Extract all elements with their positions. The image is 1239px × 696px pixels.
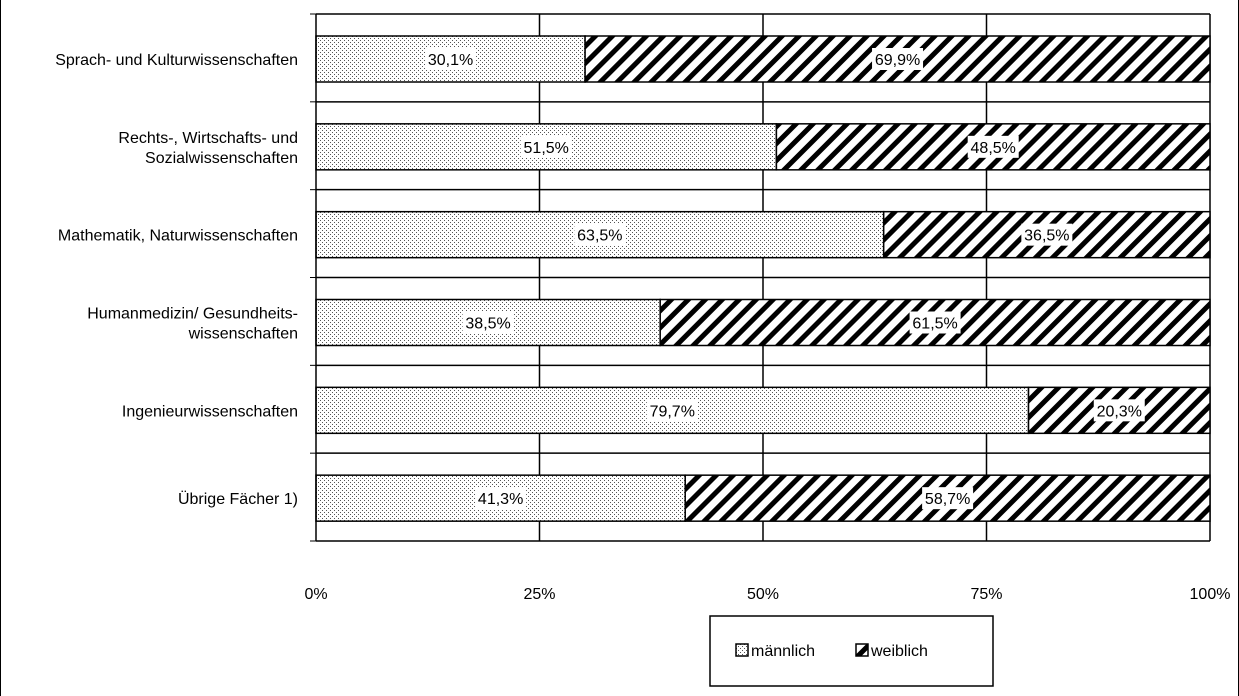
- data-label: 30,1%: [428, 52, 473, 69]
- data-label-bg: [967, 135, 1019, 158]
- data-label: 41,3%: [478, 491, 523, 508]
- category-label: Sozialwissenschaften: [145, 150, 298, 167]
- x-tick-label: 100%: [1190, 586, 1231, 603]
- data-label: 20,3%: [1097, 403, 1142, 420]
- labels: 30,1% 69,9% Sprach- und Kulturwissenschaft…: [55, 48, 1145, 510]
- legend-label-männlich: männlich: [751, 643, 815, 660]
- legend-swatch-männlich: [735, 643, 749, 657]
- category-label: Ingenieurwissenschaften: [122, 403, 298, 420]
- category-label: Mathematik, Naturwissenschaften: [58, 228, 298, 245]
- data-label: 36,5%: [1024, 228, 1069, 245]
- data-label: 38,5%: [465, 316, 510, 333]
- x-tick-label: 75%: [970, 586, 1002, 603]
- data-label-bg: [922, 487, 974, 510]
- data-label: 63,5%: [577, 228, 622, 245]
- category-label: wissenschaften: [188, 326, 298, 343]
- data-label-bg: [1021, 223, 1073, 246]
- legend-label-weiblich: weiblich: [870, 643, 928, 660]
- data-label-bg: [909, 311, 961, 334]
- x-tick-label: 25%: [523, 586, 555, 603]
- bar-männlich-5: [315, 474, 686, 522]
- bar-weiblich-5: [684, 474, 1211, 522]
- category-label: Rechts-, Wirtschafts- und: [118, 130, 298, 147]
- data-label: 48,5%: [971, 140, 1016, 157]
- category-label: Humanmedizin/ Gesundheits-: [87, 306, 298, 323]
- data-label: 61,5%: [912, 316, 957, 333]
- legend-swatch-weiblich: [855, 643, 869, 657]
- data-label: 58,7%: [925, 491, 970, 508]
- x-tick-label: 0%: [304, 586, 327, 603]
- legend: männlich weiblich: [709, 615, 994, 687]
- data-label: 51,5%: [524, 140, 569, 157]
- data-label-bg: [1093, 399, 1145, 422]
- data-label-bg: [872, 48, 924, 70]
- data-label-bg: [574, 223, 626, 246]
- data-label-bg: [425, 48, 477, 70]
- x-tick-label: 50%: [747, 586, 779, 603]
- grid-lines: [316, 13, 1211, 542]
- legend-box: [709, 615, 994, 687]
- axes: 0% 25% 50% 75% 100%: [304, 13, 1231, 603]
- data-label-bg: [475, 487, 527, 510]
- category-label: Sprach- und Kulturwissenschaften: [55, 52, 298, 69]
- data-label: 69,9%: [875, 52, 920, 69]
- data-label: 79,7%: [650, 403, 695, 420]
- data-label-bg: [520, 135, 572, 158]
- category-label: Übrige Fächer 1): [178, 490, 298, 508]
- data-label-bg: [462, 311, 514, 334]
- data-label-bg: [646, 399, 698, 422]
